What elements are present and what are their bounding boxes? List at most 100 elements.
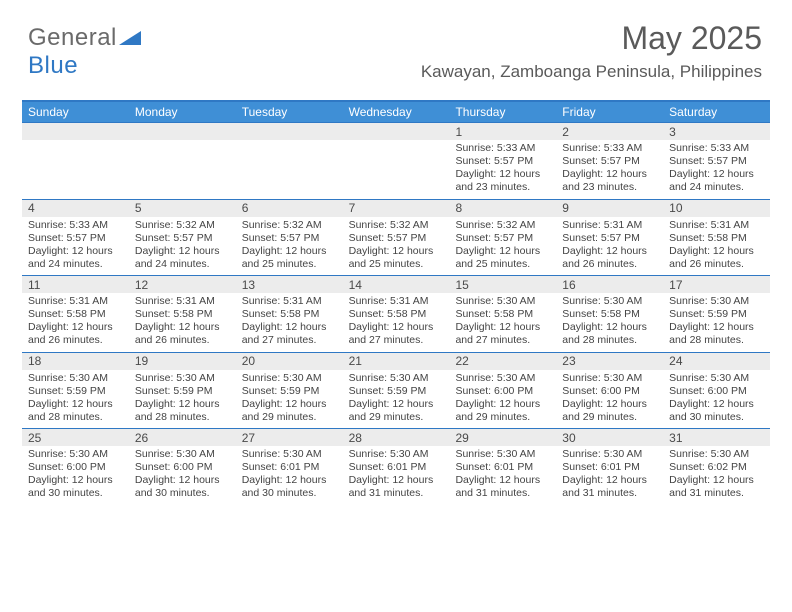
daylight-line: Daylight: 12 hours and 28 minutes. xyxy=(28,398,125,424)
day-cell: Sunrise: 5:30 AMSunset: 6:01 PMDaylight:… xyxy=(236,446,343,505)
daylight-line: Daylight: 12 hours and 29 minutes. xyxy=(242,398,339,424)
sunrise-line: Sunrise: 5:30 AM xyxy=(562,295,659,308)
page-title: May 2025 xyxy=(621,20,762,57)
daylight-line: Daylight: 12 hours and 25 minutes. xyxy=(349,245,446,271)
day-detail-row: Sunrise: 5:30 AMSunset: 5:59 PMDaylight:… xyxy=(22,370,770,429)
sunrise-line: Sunrise: 5:30 AM xyxy=(28,372,125,385)
day-cell: Sunrise: 5:32 AMSunset: 5:57 PMDaylight:… xyxy=(449,217,556,276)
day-number: 8 xyxy=(449,201,556,215)
location-subtitle: Kawayan, Zamboanga Peninsula, Philippine… xyxy=(421,62,762,82)
sunset-line: Sunset: 6:01 PM xyxy=(455,461,552,474)
daylight-line: Daylight: 12 hours and 30 minutes. xyxy=(242,474,339,500)
day-cell: Sunrise: 5:33 AMSunset: 5:57 PMDaylight:… xyxy=(556,140,663,199)
sunset-line: Sunset: 6:02 PM xyxy=(669,461,766,474)
daylight-line: Daylight: 12 hours and 24 minutes. xyxy=(135,245,232,271)
day-number: 13 xyxy=(236,278,343,292)
sunset-line: Sunset: 5:57 PM xyxy=(455,155,552,168)
sunset-line: Sunset: 5:57 PM xyxy=(349,232,446,245)
day-number: 6 xyxy=(236,201,343,215)
dow-fri: Friday xyxy=(556,105,663,119)
sunset-line: Sunset: 5:57 PM xyxy=(28,232,125,245)
sunrise-line: Sunrise: 5:30 AM xyxy=(349,372,446,385)
sunset-line: Sunset: 5:59 PM xyxy=(349,385,446,398)
daylight-line: Daylight: 12 hours and 23 minutes. xyxy=(455,168,552,194)
brand-logo: General Blue xyxy=(28,24,141,80)
day-number: 31 xyxy=(663,431,770,445)
day-cell: Sunrise: 5:30 AMSunset: 5:59 PMDaylight:… xyxy=(343,370,450,429)
daylight-line: Daylight: 12 hours and 30 minutes. xyxy=(669,398,766,424)
day-cell: Sunrise: 5:30 AMSunset: 5:58 PMDaylight:… xyxy=(556,293,663,352)
day-number: 7 xyxy=(343,201,450,215)
sunset-line: Sunset: 5:57 PM xyxy=(455,232,552,245)
sunset-line: Sunset: 5:58 PM xyxy=(28,308,125,321)
sunset-line: Sunset: 5:58 PM xyxy=(455,308,552,321)
day-cell: Sunrise: 5:30 AMSunset: 6:00 PMDaylight:… xyxy=(663,370,770,429)
day-cell: Sunrise: 5:30 AMSunset: 6:01 PMDaylight:… xyxy=(556,446,663,505)
day-number: 4 xyxy=(22,201,129,215)
sunset-line: Sunset: 5:57 PM xyxy=(562,155,659,168)
day-cell: Sunrise: 5:30 AMSunset: 5:59 PMDaylight:… xyxy=(22,370,129,429)
week-row: 25262728293031Sunrise: 5:30 AMSunset: 6:… xyxy=(22,428,770,505)
dow-mon: Monday xyxy=(129,105,236,119)
day-number: 15 xyxy=(449,278,556,292)
dow-wed: Wednesday xyxy=(343,105,450,119)
sunset-line: Sunset: 6:00 PM xyxy=(562,385,659,398)
day-detail-row: Sunrise: 5:33 AMSunset: 5:57 PMDaylight:… xyxy=(22,217,770,276)
sunset-line: Sunset: 5:57 PM xyxy=(669,155,766,168)
day-number-row: 25262728293031 xyxy=(22,429,770,446)
sunset-line: Sunset: 6:01 PM xyxy=(562,461,659,474)
day-number: 12 xyxy=(129,278,236,292)
day-number: 29 xyxy=(449,431,556,445)
day-number: 27 xyxy=(236,431,343,445)
day-number-row: 18192021222324 xyxy=(22,353,770,370)
daylight-line: Daylight: 12 hours and 23 minutes. xyxy=(562,168,659,194)
day-cell xyxy=(343,140,450,199)
day-of-week-header: Sunday Monday Tuesday Wednesday Thursday… xyxy=(22,102,770,122)
sunrise-line: Sunrise: 5:31 AM xyxy=(242,295,339,308)
day-cell: Sunrise: 5:30 AMSunset: 5:58 PMDaylight:… xyxy=(449,293,556,352)
day-cell: Sunrise: 5:30 AMSunset: 5:59 PMDaylight:… xyxy=(236,370,343,429)
dow-sun: Sunday xyxy=(22,105,129,119)
daylight-line: Daylight: 12 hours and 26 minutes. xyxy=(669,245,766,271)
sunset-line: Sunset: 6:00 PM xyxy=(135,461,232,474)
sunset-line: Sunset: 6:00 PM xyxy=(669,385,766,398)
sunrise-line: Sunrise: 5:31 AM xyxy=(562,219,659,232)
sunset-line: Sunset: 5:59 PM xyxy=(669,308,766,321)
day-cell: Sunrise: 5:31 AMSunset: 5:58 PMDaylight:… xyxy=(129,293,236,352)
day-number: 11 xyxy=(22,278,129,292)
day-number: 5 xyxy=(129,201,236,215)
daylight-line: Daylight: 12 hours and 26 minutes. xyxy=(28,321,125,347)
sunset-line: Sunset: 5:57 PM xyxy=(135,232,232,245)
day-number: 26 xyxy=(129,431,236,445)
day-number: 14 xyxy=(343,278,450,292)
sunrise-line: Sunrise: 5:32 AM xyxy=(242,219,339,232)
sunset-line: Sunset: 6:00 PM xyxy=(455,385,552,398)
day-number: 18 xyxy=(22,354,129,368)
daylight-line: Daylight: 12 hours and 31 minutes. xyxy=(455,474,552,500)
daylight-line: Daylight: 12 hours and 26 minutes. xyxy=(135,321,232,347)
sunrise-line: Sunrise: 5:30 AM xyxy=(135,448,232,461)
dow-tue: Tuesday xyxy=(236,105,343,119)
sunrise-line: Sunrise: 5:30 AM xyxy=(455,448,552,461)
sunrise-line: Sunrise: 5:30 AM xyxy=(562,372,659,385)
sunrise-line: Sunrise: 5:30 AM xyxy=(669,295,766,308)
daylight-line: Daylight: 12 hours and 29 minutes. xyxy=(562,398,659,424)
sunrise-line: Sunrise: 5:31 AM xyxy=(135,295,232,308)
day-cell: Sunrise: 5:30 AMSunset: 5:59 PMDaylight:… xyxy=(663,293,770,352)
daylight-line: Daylight: 12 hours and 25 minutes. xyxy=(242,245,339,271)
daylight-line: Daylight: 12 hours and 31 minutes. xyxy=(562,474,659,500)
day-cell: Sunrise: 5:32 AMSunset: 5:57 PMDaylight:… xyxy=(236,217,343,276)
day-cell: Sunrise: 5:30 AMSunset: 6:00 PMDaylight:… xyxy=(129,446,236,505)
sunrise-line: Sunrise: 5:33 AM xyxy=(28,219,125,232)
calendar-table: Sunday Monday Tuesday Wednesday Thursday… xyxy=(22,100,770,505)
day-number: 21 xyxy=(343,354,450,368)
day-cell: Sunrise: 5:31 AMSunset: 5:58 PMDaylight:… xyxy=(343,293,450,352)
sunset-line: Sunset: 5:57 PM xyxy=(242,232,339,245)
day-number: 20 xyxy=(236,354,343,368)
day-cell xyxy=(236,140,343,199)
sunrise-line: Sunrise: 5:30 AM xyxy=(562,448,659,461)
sunset-line: Sunset: 5:58 PM xyxy=(135,308,232,321)
day-detail-row: Sunrise: 5:30 AMSunset: 6:00 PMDaylight:… xyxy=(22,446,770,505)
sunrise-line: Sunrise: 5:30 AM xyxy=(669,372,766,385)
daylight-line: Daylight: 12 hours and 31 minutes. xyxy=(349,474,446,500)
